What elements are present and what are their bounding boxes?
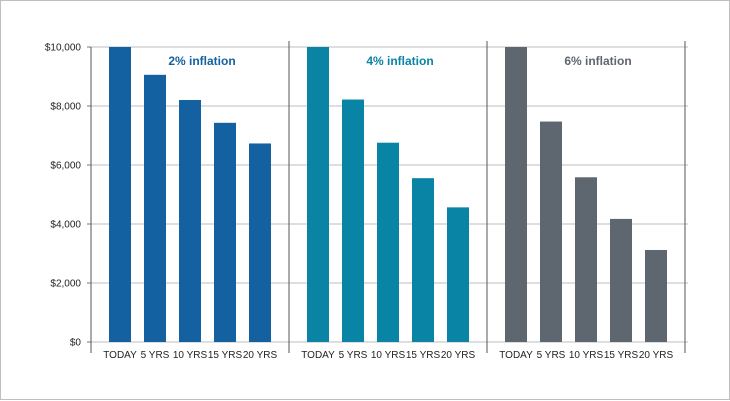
bar: [342, 99, 364, 343]
x-category-label: 10 YRS: [569, 350, 604, 361]
axis-layer: [87, 41, 686, 353]
x-category-label: TODAY: [103, 350, 137, 361]
bar: [505, 47, 527, 342]
x-category-label: 20 YRS: [639, 350, 674, 361]
y-tick-label: $2,000: [50, 279, 81, 290]
bar: [179, 100, 201, 342]
x-category-label: TODAY: [301, 350, 335, 361]
bar-layer: [109, 47, 667, 343]
bar: [214, 122, 236, 342]
x-category-label: 10 YRS: [371, 350, 406, 361]
x-category-label: 15 YRS: [406, 350, 441, 361]
x-category-label: 5 YRS: [537, 350, 566, 361]
y-tick-label: $0: [70, 338, 82, 349]
bar: [447, 207, 469, 342]
bar: [249, 143, 271, 342]
y-tick-label: $8,000: [50, 102, 81, 113]
label-layer: $0 $2,000 $4,000 $6,000 $8,000 $10,000 TODAY 5 …: [45, 43, 674, 362]
panel-title: 4% inflation: [366, 54, 433, 68]
bar: [610, 218, 632, 342]
y-tick-label: $4,000: [50, 220, 81, 231]
x-category-label: TODAY: [499, 350, 533, 361]
bar: [645, 250, 667, 342]
y-tick-label: $6,000: [50, 161, 81, 172]
bar: [307, 47, 329, 342]
x-category-label: 10 YRS: [173, 350, 208, 361]
x-category-label: 5 YRS: [339, 350, 368, 361]
bar: [575, 177, 597, 342]
y-tick-label: $10,000: [45, 43, 82, 54]
bar: [377, 142, 399, 342]
x-category-label: 20 YRS: [243, 350, 278, 361]
panel-title: 2% inflation: [168, 54, 235, 68]
panel-title: 6% inflation: [564, 54, 631, 68]
x-category-label: 20 YRS: [441, 350, 476, 361]
x-category-label: 15 YRS: [604, 350, 639, 361]
bar: [412, 178, 434, 342]
bar: [144, 74, 166, 343]
bar: [540, 121, 562, 342]
bar: [109, 47, 131, 342]
x-category-label: 15 YRS: [208, 350, 243, 361]
x-category-label: 5 YRS: [141, 350, 170, 361]
